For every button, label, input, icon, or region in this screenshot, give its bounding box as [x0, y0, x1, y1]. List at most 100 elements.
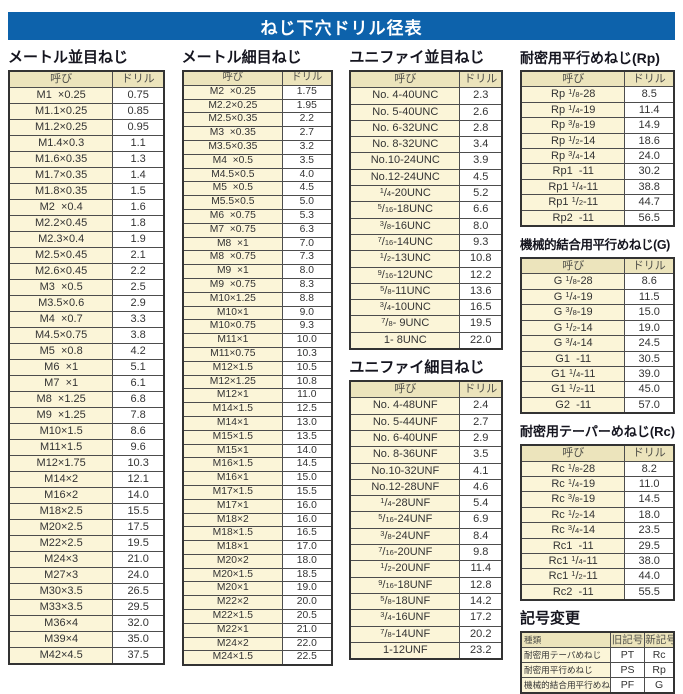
table-row: Rp 1/8-28 8.5: [519, 86, 675, 103]
table-row: M2 ×0.25 1.75: [181, 84, 333, 100]
name-cell: M1.7×0.35: [8, 167, 114, 184]
name-cell: M10×1: [181, 305, 283, 321]
section-title-symbol-change: 記号変更: [519, 610, 580, 628]
name-cell: M11×0.75: [181, 346, 283, 362]
value-cell: 15.0: [624, 304, 675, 321]
name-cell: No. 4-40UNC: [349, 87, 461, 105]
page-title-text: ねじ下穴ドリル径表: [260, 18, 423, 38]
table-row: M10×1 9.0: [181, 305, 333, 321]
value-cell: 1.5: [112, 183, 166, 200]
name-cell: No. 5-40UNC: [349, 103, 461, 121]
column-header: 呼び: [349, 70, 461, 89]
value-cell: 19.0: [624, 319, 675, 337]
name-cell: M18×2.5: [8, 503, 114, 520]
name-cell: 1/2-20UNF: [349, 560, 461, 578]
table-row: M20×1 19.0: [181, 581, 333, 597]
name-cell: 7/8- 9UNC: [349, 315, 461, 333]
table-row: 耐密用テーパめねじ PT Rc: [519, 647, 675, 664]
name-cell: Rc 3/8-19: [519, 491, 626, 508]
value-cell: 2.6: [459, 103, 504, 121]
table-row: M2.5×0.35 2.2: [181, 112, 333, 128]
value-cell: 19.5: [112, 535, 166, 552]
value-cell: PT: [609, 647, 646, 664]
table-row: M39×4 35.0: [8, 631, 166, 648]
name-cell: G1 1/2-11: [519, 381, 626, 398]
table-row: M12×1.25 10.8: [181, 374, 333, 390]
name-cell: G2 -11: [519, 396, 626, 415]
value-cell: 15.0: [281, 471, 333, 486]
name-cell: M1.6×0.35: [8, 151, 114, 168]
value-cell: 1.3: [112, 151, 166, 168]
value-cell: 29.5: [624, 537, 675, 554]
name-cell: M16×1.5: [181, 457, 283, 473]
value-cell: 20.2: [459, 625, 504, 643]
fraction: 1/4: [571, 553, 583, 567]
table-row: M1.6×0.35 1.3: [8, 151, 166, 168]
table-row: Rc1 1/2-11 44.0: [519, 568, 675, 585]
name-cell: M8 ×1: [181, 236, 283, 252]
table-row: Rc2 -11 55.5: [519, 583, 675, 602]
value-cell: 10.8: [459, 250, 504, 268]
value-cell: 5.4: [459, 495, 504, 513]
name-cell: M18×2: [181, 512, 283, 528]
table-row: M42×4.5 37.5: [8, 647, 166, 665]
value-cell: 3.4: [459, 136, 504, 154]
name-cell: M14×1: [181, 415, 283, 431]
table-row: M3 ×0.35 2.7: [181, 126, 333, 141]
table-row: Rp 3/4-14 24.0: [519, 148, 675, 165]
column-header: ドリル: [112, 70, 166, 88]
name-cell: M2.2×0.45: [8, 215, 114, 232]
value-cell: 9.8: [459, 544, 504, 562]
value-cell: 0.85: [112, 103, 166, 120]
name-cell: M20×2: [181, 553, 283, 569]
fraction: 1/2: [568, 382, 581, 396]
name-cell: M12×1.25: [181, 374, 283, 390]
table-row: 7/8-14UNF 20.2: [349, 625, 504, 643]
value-cell: 5.3: [281, 208, 333, 224]
value-cell: 11.0: [624, 475, 675, 493]
value-cell: 8.0: [281, 264, 333, 279]
table-row: M24×1.5 22.5: [181, 650, 333, 667]
value-cell: 6.9: [459, 511, 504, 529]
table-row: M4.5×0.75 3.8: [8, 327, 166, 344]
page-title: ねじ下穴ドリル径表: [8, 12, 675, 40]
table-row: M8 ×1.25 6.8: [8, 391, 166, 408]
value-cell: 44.0: [624, 568, 675, 585]
table-row: Rc1 -11 29.5: [519, 537, 675, 554]
table-row: M12×1 11.0: [181, 388, 333, 404]
name-cell: 9/16-12UNC: [349, 266, 461, 284]
name-cell: M22×1: [181, 622, 283, 638]
value-cell: 4.5: [281, 181, 333, 197]
table-row: Rc1 1/4-11 38.0: [519, 552, 675, 570]
fraction: 1/2: [567, 507, 580, 521]
name-cell: M12×1.5: [181, 360, 283, 376]
fraction: 1/2: [571, 195, 583, 209]
table-row: No. 8-36UNF 3.5: [349, 446, 504, 464]
value-cell: 4.5: [459, 168, 504, 187]
value-cell: 5.2: [459, 185, 504, 203]
name-cell: 1- 8UNC: [349, 331, 461, 351]
name-cell: Rp1 1/2-11: [519, 194, 626, 211]
value-cell: 1.95: [281, 98, 333, 114]
name-cell: M10×1.25: [181, 291, 283, 307]
table-row: M20×2.5 17.5: [8, 519, 166, 536]
table-row: M5 ×0.5 4.5: [181, 181, 333, 197]
table-row: M7 ×0.75 6.3: [181, 222, 333, 238]
value-cell: 23.5: [624, 522, 675, 539]
table-row: M4 ×0.7 3.3: [8, 311, 166, 328]
table-row: M18×1 17.0: [181, 540, 333, 555]
name-cell: M11×1.5: [8, 439, 114, 456]
fraction: 3/4: [567, 523, 580, 537]
value-cell: 2.7: [281, 126, 333, 141]
name-cell: No. 4-48UNF: [349, 397, 461, 415]
name-cell: M18×1: [181, 540, 283, 555]
table-row: M6 ×0.75 5.3: [181, 208, 333, 224]
table-row: M36×4 32.0: [8, 615, 166, 632]
name-cell: M11×1: [181, 333, 283, 348]
name-cell: 耐密用テーパめねじ: [519, 647, 611, 664]
value-cell: 6.3: [281, 222, 333, 238]
table-row: M22×1 21.0: [181, 622, 333, 638]
name-cell: M39×4: [8, 631, 114, 648]
table-row: M30×3.5 26.5: [8, 583, 166, 600]
value-cell: 3.8: [112, 327, 166, 344]
